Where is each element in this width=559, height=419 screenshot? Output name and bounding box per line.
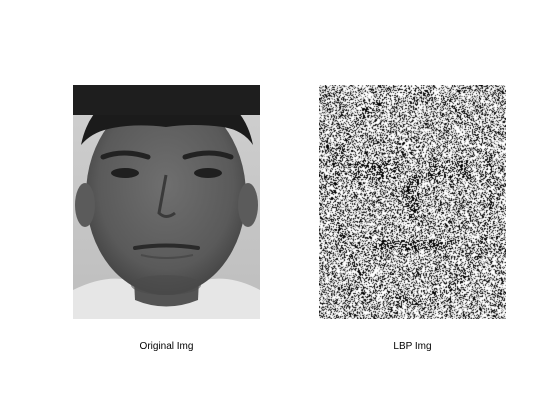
face-photo-graphic <box>73 85 260 319</box>
original-image <box>73 85 260 319</box>
original-image-caption: Original Img <box>139 341 194 352</box>
lbp-texture-graphic <box>319 85 506 319</box>
lbp-image-caption: LBP Img <box>393 341 432 352</box>
lbp-image <box>319 85 506 319</box>
